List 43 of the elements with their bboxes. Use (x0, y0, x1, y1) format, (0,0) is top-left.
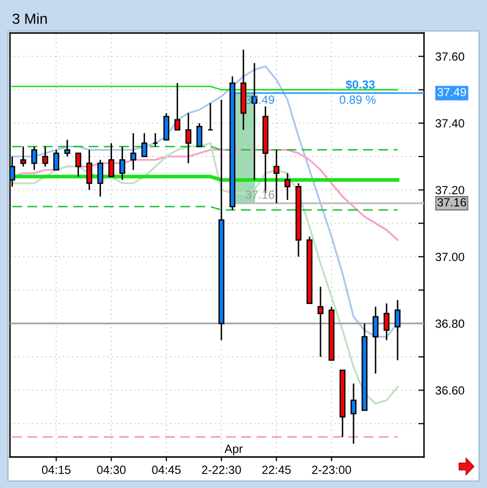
candlestick (163, 112, 170, 141)
y-tick-label: 37.60 (436, 52, 464, 61)
candlestick (119, 146, 126, 181)
x-tick-label: 2-22:30 (202, 466, 241, 474)
candlestick (86, 149, 92, 191)
candlestick (31, 146, 38, 171)
candlestick (284, 172, 290, 201)
ref-line-label: 37.49 (437, 88, 466, 96)
candlestick (130, 132, 136, 171)
annotation: Apr (224, 444, 243, 456)
candlestick (384, 302, 390, 341)
candlestick (108, 142, 114, 178)
candlestick (141, 132, 148, 158)
annotation: 0.89 % (340, 95, 376, 104)
y-tick-label: 37.00 (436, 252, 464, 262)
candlestick (372, 306, 378, 374)
candlestick (318, 286, 324, 358)
annotation: $0.33 (346, 80, 375, 90)
candlestick (64, 139, 70, 158)
candlestick (42, 146, 48, 168)
candlestick (75, 152, 82, 178)
chart-title: 3 Min (12, 13, 47, 24)
y-tick-label: 36.60 (436, 386, 464, 395)
ref-line-label: 37.16 (437, 198, 466, 206)
y-tick-label: 36.80 (436, 319, 464, 328)
candlestick (207, 102, 214, 131)
candlestick (53, 149, 60, 171)
candlestick (20, 146, 26, 168)
candlestick (185, 112, 192, 164)
candlestick (97, 159, 104, 198)
x-tick-label: 04:30 (96, 466, 126, 474)
x-tick-label: 22:45 (262, 466, 291, 474)
x-tick-label: 04:15 (42, 466, 71, 474)
y-tick-label: 37.20 (436, 186, 464, 194)
candlestick (196, 122, 202, 148)
candlestick (174, 82, 180, 131)
candlestick (274, 149, 280, 204)
x-tick-label: 04:45 (152, 466, 181, 474)
candlestick (350, 382, 356, 444)
y-tick-label: 37.40 (436, 119, 464, 128)
x-tick-label: 2-23:00 (312, 466, 352, 474)
candlestick (394, 299, 401, 361)
candlestick (152, 132, 158, 148)
